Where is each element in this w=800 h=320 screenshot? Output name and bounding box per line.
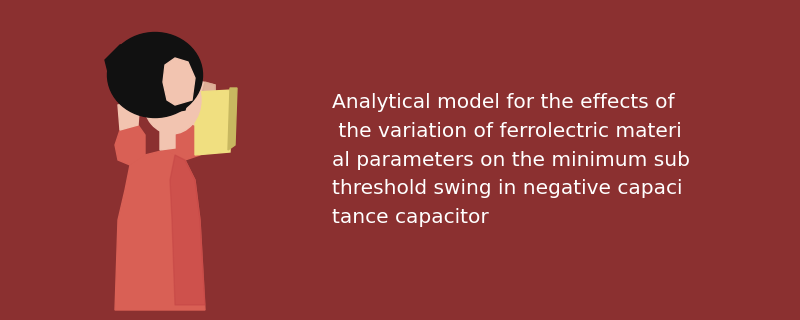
Polygon shape [195, 90, 232, 155]
Polygon shape [115, 150, 205, 310]
Ellipse shape [143, 66, 201, 134]
Polygon shape [160, 125, 175, 150]
Polygon shape [200, 82, 215, 122]
Polygon shape [150, 62, 192, 115]
Polygon shape [105, 40, 158, 110]
Polygon shape [165, 122, 205, 160]
Polygon shape [170, 80, 215, 128]
Polygon shape [228, 88, 237, 150]
Polygon shape [115, 125, 145, 165]
Ellipse shape [107, 33, 202, 117]
Polygon shape [163, 58, 195, 105]
Text: Analytical model for the effects of
 the variation of ferrolectric materi
al par: Analytical model for the effects of the … [332, 93, 690, 227]
Polygon shape [158, 68, 192, 128]
Polygon shape [170, 155, 205, 305]
Polygon shape [118, 100, 140, 130]
